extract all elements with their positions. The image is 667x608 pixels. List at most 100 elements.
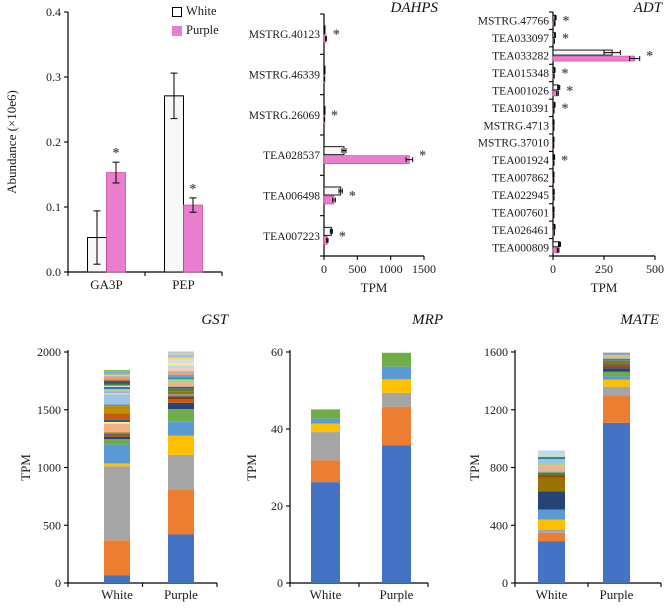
- significance-star: *: [562, 101, 569, 116]
- stack-segment: [538, 477, 565, 492]
- adt-plot: 0 250 500 TPM MSTRG.47766 * TEA033097 * TEA03328…: [478, 11, 664, 295]
- mate-plot: 0 400 800 1200 1600 White Purple TPM: [467, 345, 662, 602]
- axis-label: TPM: [467, 454, 482, 481]
- axis-label: TPM: [244, 454, 259, 481]
- tick-label: 1000: [37, 461, 61, 475]
- stack-segment: [104, 433, 130, 436]
- stack-segment: [168, 490, 194, 535]
- legend-item-purple: Purple: [172, 21, 219, 40]
- white-bar: [164, 95, 184, 273]
- stack-segment: [104, 404, 130, 407]
- axis-label: TPM: [591, 280, 618, 295]
- gene-label: TEA022945: [492, 190, 549, 202]
- dahps-plot: 0 500 1000 1500 TPM MSTRG.40123 * MSTRG.46339 MS…: [249, 13, 436, 295]
- stack-segment: [311, 482, 340, 583]
- category-label: GA3P: [90, 277, 123, 292]
- stack-segment: [168, 378, 194, 381]
- white-bar: [552, 49, 613, 56]
- significance-star: *: [563, 14, 570, 29]
- tick-label: 500: [43, 518, 61, 532]
- stack-segment: [603, 358, 630, 361]
- purple-bar: [106, 172, 126, 273]
- stack-segment: [104, 436, 130, 440]
- stack-segment: [538, 456, 565, 460]
- mrp-chart: 0 20 40 60 White Purple TPM MRP: [230, 310, 445, 608]
- stack-segment: [603, 356, 630, 359]
- category-label: Purple: [164, 587, 198, 602]
- significance-star: *: [333, 28, 340, 43]
- mate-chart: 0 400 800 1200 1600 White Purple TPM MATE: [445, 310, 667, 608]
- stack-segment: [603, 352, 630, 354]
- stack-segment: [382, 352, 411, 367]
- legend: White Purple: [172, 2, 219, 40]
- stack-segment: [168, 377, 194, 379]
- purple-bar: [552, 55, 635, 62]
- tick-label: 0: [277, 576, 283, 590]
- tick-label: 0: [321, 262, 327, 276]
- stack-segment: [168, 399, 194, 403]
- tick-label: 1200: [484, 403, 508, 417]
- category-label: White: [536, 587, 568, 602]
- dahps-chart: 0 500 1000 1500 TPM MSTRG.40123 * MSTRG.46339 MS…: [228, 0, 440, 308]
- stack-segment: [104, 421, 130, 424]
- stack-segment: [603, 371, 630, 377]
- stack-segment: [168, 360, 194, 363]
- significance-star: *: [562, 67, 569, 82]
- stack-segment: [538, 472, 565, 476]
- stack-segment: [104, 444, 130, 464]
- stack-segment: [538, 463, 565, 466]
- gene-label: TEA000809: [492, 242, 549, 254]
- stack-segment: [603, 396, 630, 423]
- stack-segment: [311, 460, 340, 483]
- white-bar: [323, 186, 342, 196]
- stack-segment: [538, 519, 565, 530]
- stack-segment: [168, 371, 194, 374]
- stack-segment: [168, 365, 194, 369]
- gene-label: TEA026461: [492, 225, 549, 237]
- stack-segment: [104, 575, 130, 583]
- adt-chart: 0 250 500 TPM MSTRG.47766 * TEA033097 * TEA03328…: [432, 0, 667, 308]
- significance-star: *: [419, 149, 426, 164]
- gene-label: TEA006498: [263, 191, 320, 203]
- axis-label: Abundance (×10e6): [4, 90, 19, 194]
- significance-star: *: [190, 182, 197, 197]
- axis-label: TPM: [361, 280, 388, 295]
- stack-segment: [603, 365, 630, 369]
- stack-segment: [168, 409, 194, 422]
- stack-segment: [311, 409, 340, 419]
- stack-segment: [168, 421, 194, 436]
- stack-segment: [104, 394, 130, 405]
- stack-segment: [104, 463, 130, 467]
- stack-segment: [104, 419, 130, 422]
- tick-label: 250: [595, 262, 613, 276]
- stack-segment: [382, 379, 411, 393]
- stack-segment: [168, 374, 194, 378]
- gst-title: GST: [201, 312, 228, 328]
- gene-label: TEA010391: [492, 103, 549, 115]
- stack-segment: [104, 374, 130, 376]
- gene-label: TEA001026: [492, 85, 549, 97]
- gene-label: TEA007223: [263, 231, 320, 243]
- legend-item-white: White: [172, 2, 219, 21]
- stack-segment: [168, 435, 194, 455]
- stack-segment: [603, 368, 630, 372]
- tick-label: 60: [271, 345, 283, 359]
- stack-segment: [104, 406, 130, 414]
- tick-label: 0: [550, 262, 556, 276]
- significance-star: *: [561, 154, 568, 169]
- stack-segment: [603, 354, 630, 357]
- stack-segment: [104, 393, 130, 395]
- stack-segment: [603, 379, 630, 387]
- stack-segment: [168, 368, 194, 372]
- tick-label: 0.4: [46, 5, 61, 19]
- purple-bar: [323, 155, 410, 165]
- gene-label: MSTRG.26069: [249, 110, 320, 122]
- stack-segment: [104, 383, 130, 386]
- gene-label: MSTRG.37010: [478, 138, 549, 150]
- stack-segment: [104, 439, 130, 445]
- stack-segment: [104, 435, 130, 437]
- stack-segment: [104, 389, 130, 392]
- stack-segment: [168, 534, 194, 583]
- stack-segment: [311, 432, 340, 461]
- tick-label: 1600: [484, 345, 508, 359]
